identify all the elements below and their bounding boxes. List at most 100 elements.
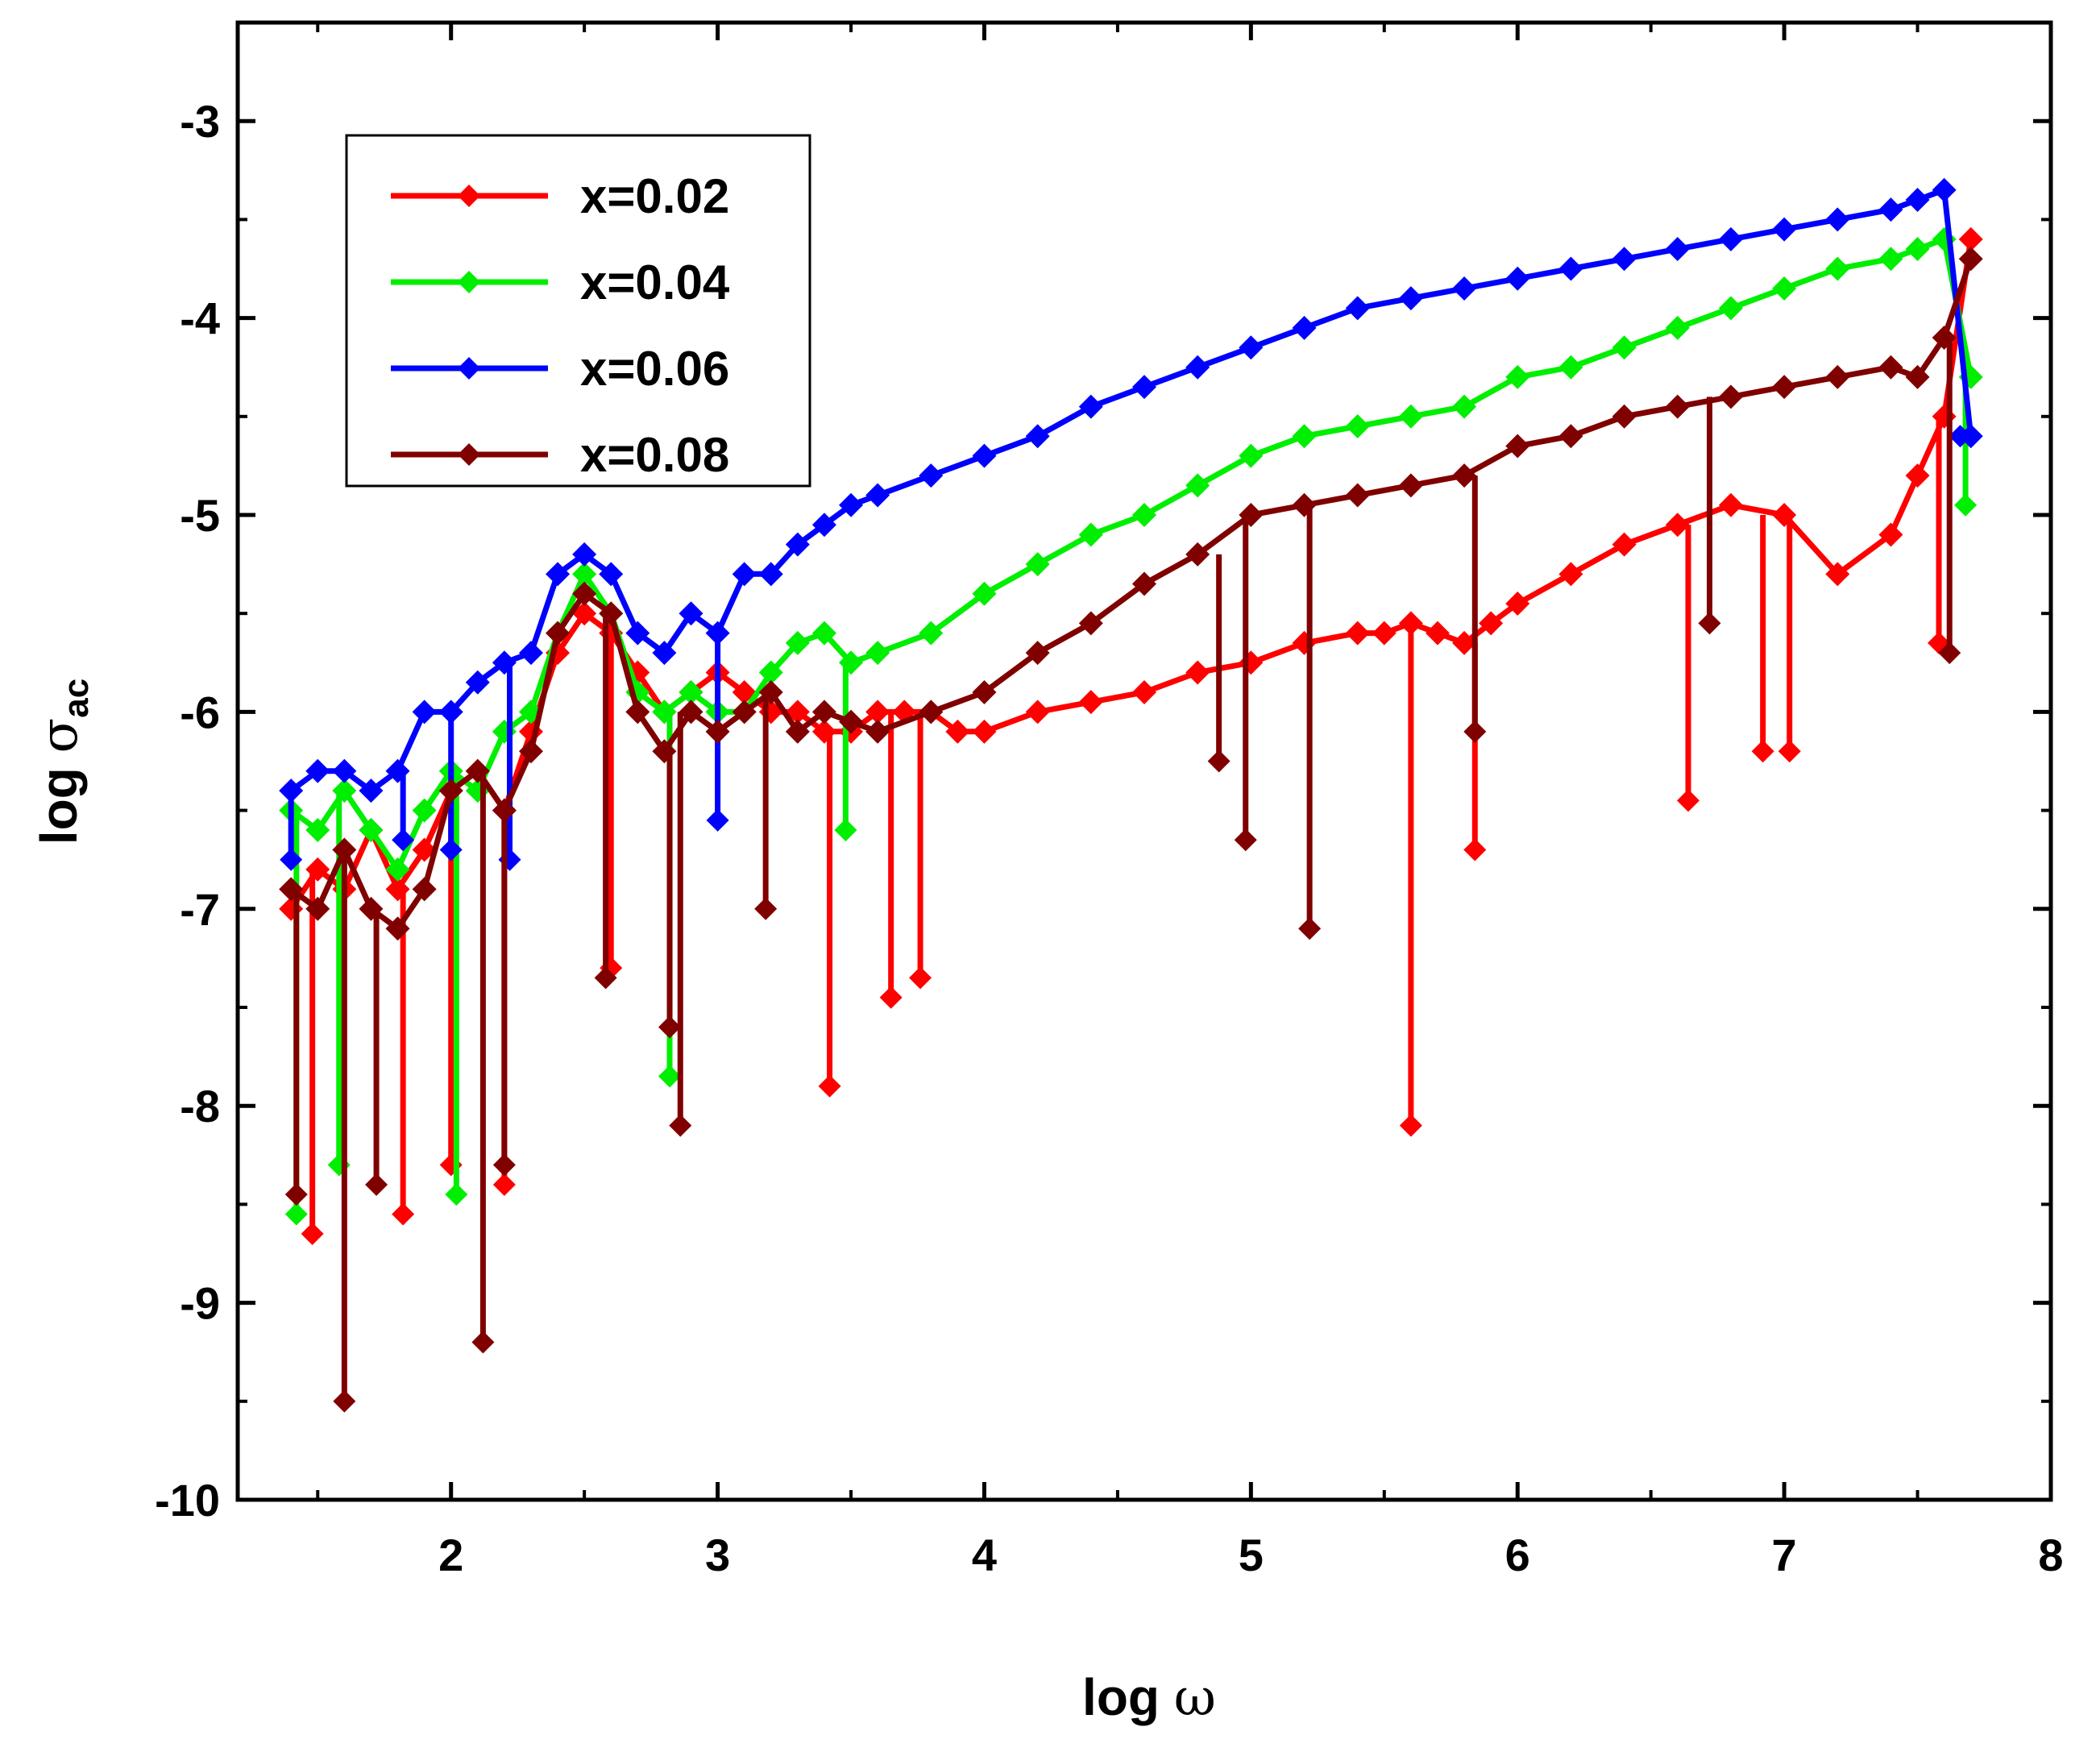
data-point xyxy=(679,601,703,626)
legend-label: x=0.04 xyxy=(580,255,730,309)
data-point xyxy=(305,857,330,882)
legend-marker xyxy=(458,357,480,380)
series-dip-marker xyxy=(1938,641,1961,665)
data-point xyxy=(1558,355,1583,380)
x-tick-label: 8 xyxy=(2038,1530,2063,1580)
y-tick-label: -6 xyxy=(180,687,220,737)
data-point xyxy=(811,700,836,724)
y-tick-label: -4 xyxy=(180,293,220,344)
data-point xyxy=(1665,315,1690,340)
legend-marker xyxy=(458,271,480,293)
series-dip-marker xyxy=(1399,1114,1422,1137)
data-point xyxy=(1505,266,1530,291)
data-point xyxy=(839,650,864,675)
data-point xyxy=(385,916,410,941)
data-point xyxy=(412,700,437,724)
data-point xyxy=(546,621,571,646)
data-point xyxy=(279,778,304,803)
data-point xyxy=(1718,226,1743,251)
data-point xyxy=(758,679,783,704)
data-point xyxy=(332,758,357,783)
data-point xyxy=(972,581,997,606)
data-point xyxy=(518,641,543,666)
series-dip-marker xyxy=(1778,740,1801,763)
data-point xyxy=(785,719,810,744)
data-point xyxy=(1825,364,1850,389)
legend-marker xyxy=(458,443,480,466)
data-point xyxy=(359,818,384,843)
data-point xyxy=(1345,414,1370,439)
data-point xyxy=(732,700,757,724)
data-point xyxy=(1825,256,1850,281)
series-dip-marker xyxy=(1698,612,1721,635)
axis-ticks: 2 3 4 5 6 7 8 -10 -9 -8 -7 -6 -5 -4 -3 xyxy=(155,21,2064,1580)
data-point xyxy=(1025,641,1050,666)
series-dip-marker xyxy=(492,1173,516,1196)
data-point xyxy=(492,650,517,675)
data-point xyxy=(865,700,890,724)
data-point xyxy=(546,562,571,587)
data-point xyxy=(1665,237,1690,262)
data-point xyxy=(972,719,997,744)
plot-area-frame xyxy=(235,20,2053,1502)
data-point xyxy=(1772,503,1797,527)
y-tick-label: -3 xyxy=(180,96,220,147)
data-point xyxy=(1479,611,1504,636)
series-dip-marker xyxy=(1751,740,1774,763)
data-point xyxy=(438,778,463,803)
data-point xyxy=(385,758,410,783)
data-point xyxy=(839,709,864,734)
data-point xyxy=(1665,513,1690,538)
data-point xyxy=(1025,700,1050,724)
data-point xyxy=(1958,247,1983,272)
data-point xyxy=(1612,247,1637,272)
data-point xyxy=(1505,591,1530,616)
data-point xyxy=(945,719,970,744)
data-point xyxy=(1772,217,1797,242)
data-point xyxy=(1398,286,1423,311)
legend-label: x=0.06 xyxy=(580,342,729,396)
y-tick-label: -8 xyxy=(180,1081,220,1131)
data-point xyxy=(1878,522,1903,547)
data-point xyxy=(1425,621,1450,646)
data-point xyxy=(1185,473,1210,498)
data-point xyxy=(652,739,677,764)
data-point xyxy=(1905,237,1930,262)
series-dip-marker xyxy=(1207,749,1231,773)
data-point xyxy=(492,798,517,823)
data-point xyxy=(705,719,730,744)
data-point xyxy=(1878,197,1903,222)
series-dip-marker xyxy=(492,1153,516,1177)
data-point xyxy=(1398,473,1423,498)
data-point xyxy=(972,679,997,704)
data-point xyxy=(599,562,624,587)
y-tick-label: -7 xyxy=(180,884,220,935)
data-point xyxy=(652,641,677,666)
x-tick-label: 5 xyxy=(1239,1530,1264,1580)
data-point xyxy=(1718,492,1743,517)
data-point xyxy=(1932,326,1957,351)
data-point xyxy=(1958,226,1983,251)
data-point xyxy=(865,719,890,744)
x-tick-label: 7 xyxy=(1772,1530,1797,1580)
y-tick-label: -9 xyxy=(180,1278,220,1329)
data-point xyxy=(1078,522,1103,547)
data-point xyxy=(1078,611,1103,636)
data-point xyxy=(359,778,384,803)
data-point xyxy=(1825,207,1850,232)
data-point xyxy=(1905,364,1930,389)
data-point xyxy=(1185,355,1210,380)
series-dip-marker xyxy=(594,966,617,990)
data-point xyxy=(1345,483,1370,508)
data-point xyxy=(1132,571,1156,596)
y-tick-label: -10 xyxy=(155,1475,220,1526)
data-point xyxy=(305,818,330,843)
data-point xyxy=(919,700,944,724)
data-point xyxy=(1558,256,1583,281)
x-tick-label: 6 xyxy=(1505,1530,1530,1580)
series-dip-marker xyxy=(392,828,415,852)
data-point xyxy=(705,621,730,646)
series-dip-marker xyxy=(1298,917,1322,940)
data-point xyxy=(1239,503,1264,527)
